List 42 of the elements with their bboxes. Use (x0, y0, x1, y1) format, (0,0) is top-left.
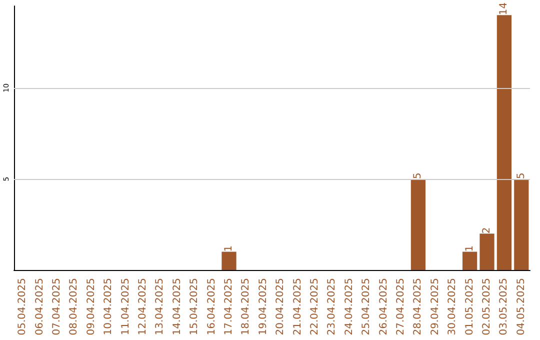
x-tick-label: 29.04.2025 (430, 278, 441, 336)
x-tick-label: 10.04.2025 (103, 278, 114, 336)
data-label: 14 (498, 2, 510, 16)
data-label: 2 (482, 227, 492, 234)
x-tick-label: 21.04.2025 (292, 278, 304, 336)
bar (496, 15, 512, 270)
x-tick-label: 24.04.2025 (344, 278, 355, 336)
bar (514, 178, 529, 270)
data-label: 5 (412, 172, 424, 179)
data-label: 5 (516, 172, 527, 179)
x-tick-label: 26.04.2025 (378, 278, 390, 336)
x-tick-label: 17.04.2025 (224, 278, 234, 336)
x-tick-label: 09.04.2025 (86, 278, 97, 336)
x-tick-label: 04.05.2025 (516, 278, 527, 336)
x-tick-label: 30.04.2025 (447, 278, 458, 336)
bar (222, 252, 236, 270)
x-tick-label: 22.04.2025 (310, 278, 320, 336)
x-tick-label: 23.04.2025 (326, 278, 338, 336)
bar (480, 234, 494, 270)
x-tick-label: 16.04.2025 (206, 278, 218, 336)
x-tick-label: 13.04.2025 (154, 278, 166, 336)
x-tick-label: 02.05.2025 (482, 278, 492, 336)
x-tick-label: 07.04.2025 (52, 278, 62, 336)
bar (410, 178, 426, 270)
x-tick-label: 03.05.2025 (498, 278, 510, 336)
x-tick-label: 28.04.2025 (412, 278, 424, 336)
x-tick-label: 14.04.2025 (172, 278, 183, 336)
x-tick-label: 25.04.2025 (361, 278, 372, 336)
data-label: 1 (464, 245, 476, 252)
x-tick-label: 01.05.2025 (464, 278, 476, 336)
bar (462, 252, 478, 270)
x-tick-label: 20.04.2025 (275, 278, 286, 336)
x-tick-label: 05.04.2025 (17, 278, 28, 336)
x-tick-label: 06.04.2025 (34, 278, 46, 336)
x-tick-label: 15.04.2025 (189, 278, 200, 336)
x-tick-label: 18.04.2025 (240, 278, 252, 336)
data-label: 1 (224, 245, 234, 252)
x-tick-label: 19.04.2025 (258, 278, 269, 336)
x-tick-label: 11.04.2025 (120, 278, 132, 336)
x-tick-label: 08.04.2025 (68, 278, 80, 336)
x-tick-label: 12.04.2025 (138, 278, 148, 336)
x-tick-label: 27.04.2025 (396, 278, 406, 336)
